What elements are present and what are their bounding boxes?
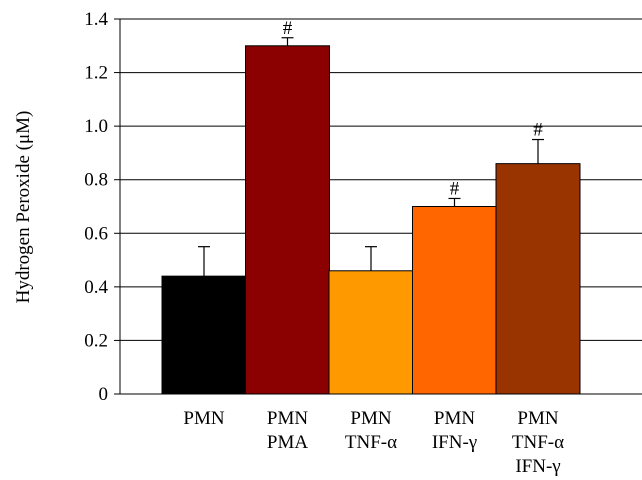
significance-marker: # — [450, 178, 460, 199]
y-tick-label: 1.4 — [84, 9, 108, 30]
x-tick-label: PMN — [267, 408, 308, 429]
significance-marker: # — [533, 120, 543, 141]
x-tick-label: TNF-α — [345, 432, 397, 453]
x-tick-label: PMA — [267, 432, 308, 453]
bar — [161, 275, 247, 395]
bar — [328, 270, 414, 395]
bar — [495, 163, 581, 395]
y-tick-label: 0 — [99, 384, 109, 405]
x-tick-label: IFN-γ — [515, 456, 560, 477]
axes — [114, 18, 642, 395]
x-tick-label: PMN — [183, 408, 224, 429]
y-tick-label: 0.2 — [84, 330, 108, 351]
x-tick-label: PMN — [517, 408, 558, 429]
y-axis-label: Hydrogen Peroxide (μM) — [13, 111, 34, 304]
y-tick-label: 1.0 — [84, 116, 108, 137]
y-tick-label: 0.8 — [84, 170, 108, 191]
x-tick-label: PMN — [350, 408, 391, 429]
bars — [161, 37, 581, 395]
x-tick-label: IFN-γ — [432, 432, 477, 453]
x-tick-label: PMN — [434, 408, 475, 429]
significance-marker: # — [283, 18, 293, 39]
y-tick-label: 0.4 — [84, 277, 108, 298]
x-tick-label: TNF-α — [512, 432, 564, 453]
y-tick-label: 0.6 — [84, 223, 108, 244]
labels: 0 0.2 0.4 0.6 0.8 1.0 1.2 1.4 PMN # PMN PMA PMN TNF-α… — [13, 9, 564, 477]
bar — [412, 206, 497, 395]
bar — [245, 45, 330, 395]
y-tick-label: 1.2 — [84, 63, 108, 84]
